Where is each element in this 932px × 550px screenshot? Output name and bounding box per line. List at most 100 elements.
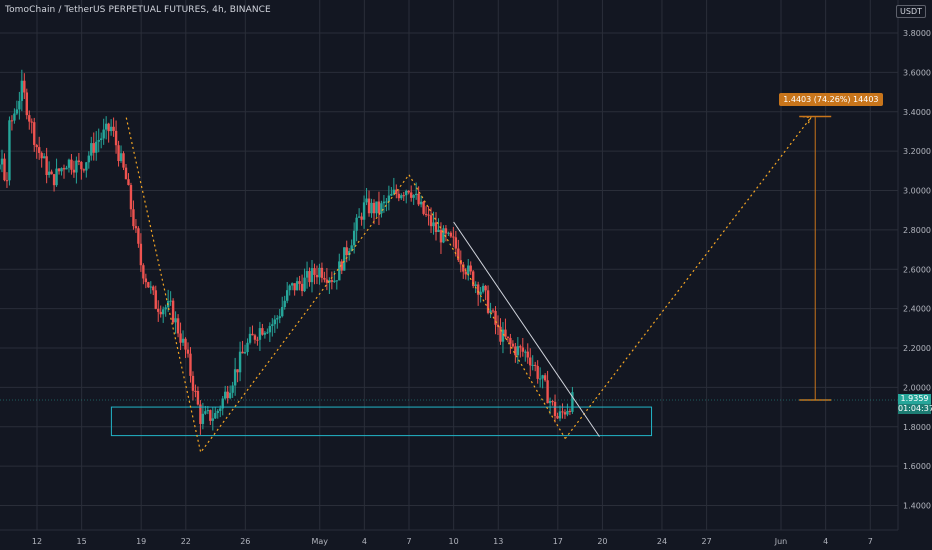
- candle-body: [529, 357, 532, 366]
- time-tick-label: 10: [449, 537, 459, 546]
- candle-body: [434, 222, 438, 232]
- candle-body: [171, 300, 175, 323]
- candle-body: [258, 328, 262, 340]
- currency-badge[interactable]: USDT: [896, 5, 926, 18]
- candle-body: [325, 279, 329, 283]
- candle-body: [521, 347, 524, 352]
- candle-body: [114, 130, 118, 146]
- candle-body: [20, 80, 24, 101]
- candle-body: [472, 271, 475, 287]
- candle-body: [543, 375, 547, 381]
- price-axis[interactable]: 1.4000 1.6000 1.8000 2.0000 2.2000 2.4000 2.60…: [903, 29, 931, 511]
- candle-body: [189, 353, 192, 376]
- candle-body: [454, 237, 458, 249]
- measure-label[interactable]: 1.4403 (74.26%) 14403: [779, 93, 883, 107]
- candle-body: [186, 349, 190, 354]
- candle-body: [318, 267, 321, 278]
- candle-body: [127, 179, 130, 186]
- candle-body: [147, 282, 150, 288]
- candle-body: [395, 189, 398, 194]
- time-tick-label: 17: [553, 537, 563, 546]
- candle-body: [343, 247, 346, 271]
- time-axis[interactable]: 12 15 19 22 26 May 4 7 10 13 17 20 24 27 Jun 4 7: [32, 537, 873, 546]
- time-tick-label: 22: [181, 537, 191, 546]
- candle-body: [25, 92, 28, 116]
- candle-body: [551, 401, 554, 403]
- candle-body: [97, 139, 100, 142]
- candle-body: [67, 159, 71, 168]
- candlestick-series: [0, 69, 574, 435]
- candle-body: [300, 283, 304, 292]
- candle-body: [35, 144, 38, 148]
- bar-countdown-tag: 01:04:37: [898, 403, 932, 414]
- candle-body: [410, 192, 413, 198]
- candle-body: [281, 307, 284, 317]
- candle-body: [30, 121, 33, 123]
- candle-body: [524, 351, 527, 353]
- candle-body: [362, 202, 366, 220]
- time-tick-label: May: [311, 537, 328, 546]
- candle-body: [479, 291, 482, 295]
- candle-body: [392, 189, 396, 195]
- candle-body: [154, 290, 157, 309]
- candle-body: [511, 343, 515, 347]
- candle-body: [568, 410, 572, 412]
- candle-body: [400, 195, 403, 199]
- candle-body: [137, 228, 140, 244]
- candle-body: [382, 201, 386, 204]
- candle-body: [283, 300, 286, 308]
- candle-body: [370, 202, 373, 214]
- candle-body: [417, 193, 420, 205]
- last-price-tag: 1.9359: [898, 393, 931, 404]
- candle-body: [467, 265, 470, 275]
- candle-body: [442, 228, 445, 243]
- candle-body: [350, 245, 353, 252]
- candle-body: [95, 141, 98, 153]
- candle-body: [288, 285, 291, 291]
- candle-body: [494, 310, 497, 325]
- candle-body: [5, 180, 9, 182]
- candle-body: [338, 261, 341, 281]
- candle-body: [70, 159, 73, 170]
- candle-body: [452, 236, 455, 238]
- candle-body: [109, 126, 113, 132]
- candle-body: [553, 401, 557, 417]
- drawing-layer[interactable]: [0, 115, 898, 454]
- candle-body: [516, 346, 520, 356]
- candle-body: [414, 193, 418, 196]
- time-tick-label: 19: [136, 537, 146, 546]
- candle-body: [52, 174, 56, 186]
- candle-body: [566, 410, 569, 415]
- candle-body: [424, 213, 428, 215]
- candle-body: [226, 391, 229, 399]
- candle-body: [273, 319, 276, 325]
- price-tick-label: 2.4000: [903, 305, 931, 314]
- candle-body: [144, 278, 148, 283]
- candle-body: [28, 115, 31, 122]
- candle-body: [221, 398, 224, 409]
- chart-title: TomoChain / TetherUS PERPETUAL FUTURES, …: [5, 5, 271, 15]
- candle-body: [298, 281, 301, 284]
- candle-body: [77, 160, 81, 162]
- candle-body: [330, 280, 334, 282]
- chart-grid: [0, 0, 898, 530]
- candle-body: [174, 318, 177, 323]
- candle-body: [548, 401, 552, 404]
- candle-body: [233, 369, 237, 386]
- candle-body: [129, 185, 133, 210]
- candle-body: [3, 158, 6, 181]
- candle-body: [184, 338, 187, 350]
- candle-body: [348, 251, 351, 256]
- candle-body: [60, 168, 63, 172]
- candle-body: [176, 318, 180, 334]
- candle-body: [405, 190, 408, 196]
- candle-body: [534, 364, 537, 366]
- candle-body: [169, 300, 172, 302]
- candle-body: [276, 318, 279, 320]
- candle-body: [199, 404, 202, 424]
- time-tick-label: 24: [657, 537, 667, 546]
- candle-body: [253, 335, 257, 340]
- candle-body: [541, 375, 544, 379]
- candle-body: [72, 169, 76, 173]
